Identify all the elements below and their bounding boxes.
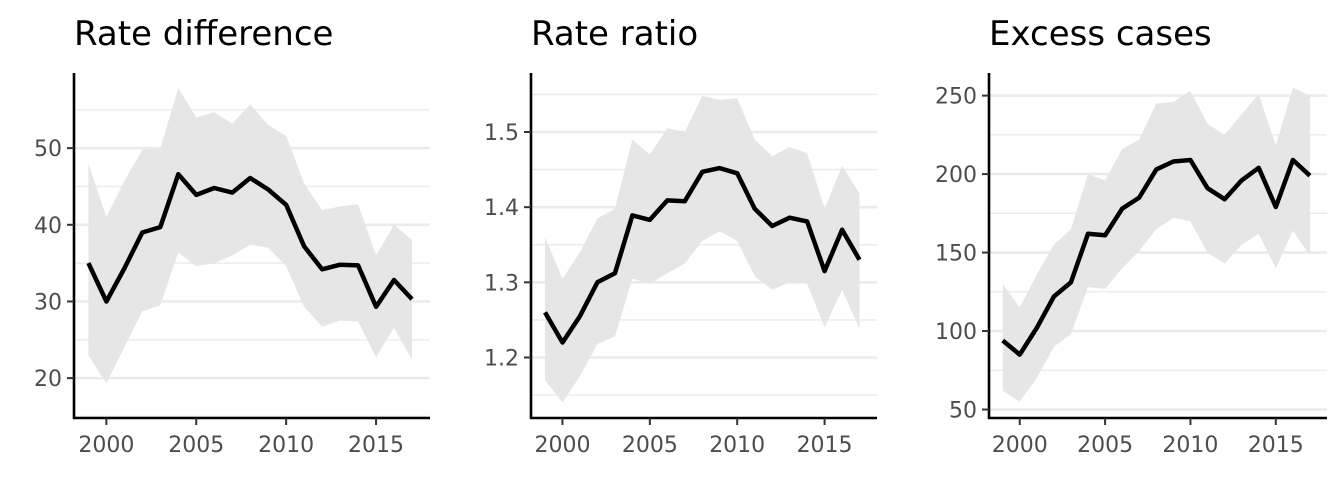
confidence-band <box>545 95 860 403</box>
series-line <box>543 165 862 345</box>
y-tick-label: 30 <box>34 290 62 315</box>
x-tick-label: 2010 <box>258 433 314 458</box>
y-tick-label: 150 <box>935 242 977 267</box>
y-tick-label: 250 <box>935 85 977 110</box>
y-tick-label: 100 <box>935 320 977 345</box>
x-tick-label: 2015 <box>797 433 853 458</box>
panel-rate-difference: Rate difference 20 30 40 50 2000 2005 2010 2015 <box>34 14 430 458</box>
y-tick-label: 1.2 <box>484 346 519 371</box>
x-tick-label: 2000 <box>992 433 1048 458</box>
panel-excess-cases: Excess cases 50 100 150 200 250 2000 2005 2010 2… <box>935 14 1327 458</box>
x-tick-label: 2015 <box>348 433 404 458</box>
panel-title: Excess cases <box>989 14 1212 54</box>
y-tick-label: 200 <box>935 163 977 188</box>
confidence-band <box>88 88 413 384</box>
x-tick-label: 2000 <box>78 433 134 458</box>
series-line <box>86 171 414 310</box>
x-tick-label: 2005 <box>1077 433 1133 458</box>
panel-plot-area: 50 100 150 200 250 2000 2005 2010 2015 <box>935 73 1327 458</box>
series-line <box>1001 157 1312 357</box>
y-tick-label: 20 <box>34 367 62 392</box>
panel-plot-area: 1.2 1.3 1.4 1.5 2000 2005 2010 2015 <box>484 73 877 458</box>
panel-title: Rate difference <box>74 14 333 54</box>
y-tick-label: 40 <box>34 214 62 239</box>
y-tick-label: 1.4 <box>484 196 519 221</box>
panel-title: Rate ratio <box>531 14 698 54</box>
x-tick-label: 2010 <box>1162 433 1218 458</box>
x-tick-label: 2010 <box>709 433 765 458</box>
x-tick-label: 2015 <box>1248 433 1304 458</box>
panel-rate-ratio: Rate ratio 1.2 1.3 1.4 1.5 2000 2005 2010 2015 <box>484 14 877 458</box>
x-tick-label: 2000 <box>534 433 590 458</box>
y-tick-label: 1.5 <box>484 121 519 146</box>
y-tick-label: 50 <box>949 399 977 424</box>
y-tick-label: 50 <box>34 137 62 162</box>
y-tick-label: 1.3 <box>484 271 519 296</box>
panel-plot-area: 20 30 40 50 2000 2005 2010 2015 <box>34 73 430 458</box>
x-tick-label: 2005 <box>168 433 224 458</box>
x-tick-label: 2005 <box>622 433 678 458</box>
confidence-band <box>1002 87 1310 402</box>
